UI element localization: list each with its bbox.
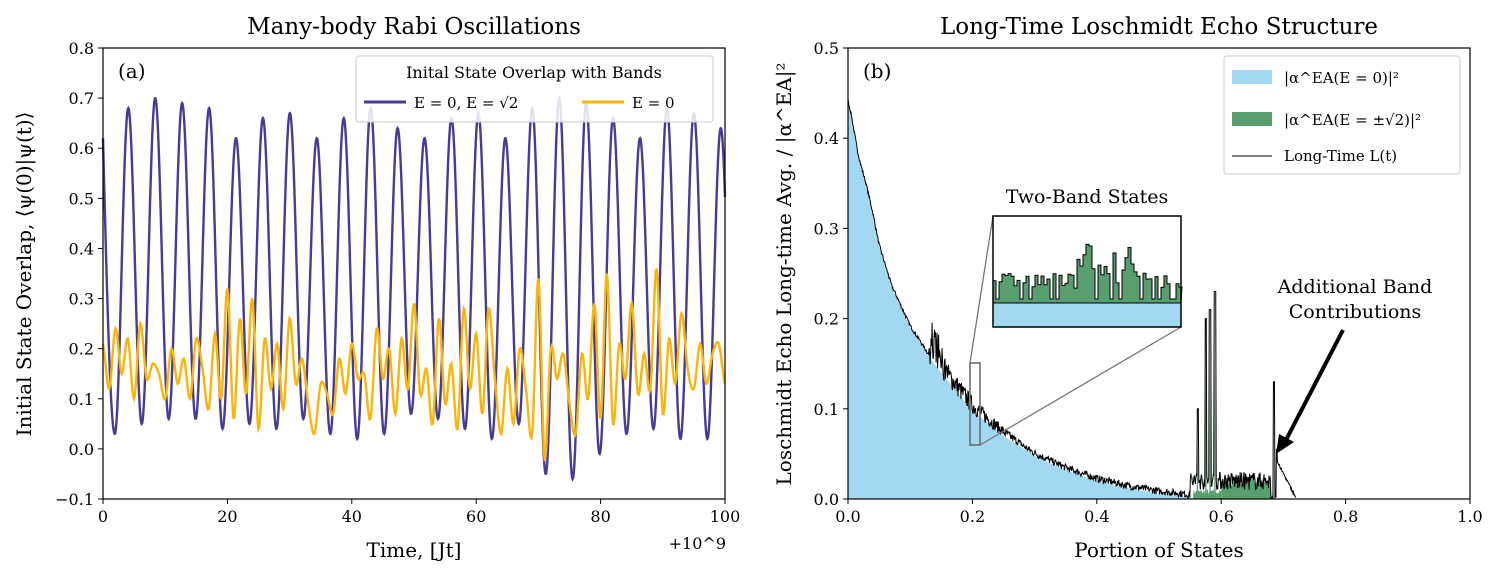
panel-b-plot-area (847, 100, 1297, 500)
blue-band-area (848, 102, 1197, 500)
legend-swatch-green-band (1232, 112, 1272, 126)
panel-b-frame (847, 47, 1471, 500)
panel-a-y-tick-label: 0.4 (69, 239, 94, 258)
inset-connector-top (969, 215, 994, 364)
panel-a-y-tick-label: 0.0 (69, 440, 94, 459)
panel-b-y-tick-label: 0.2 (814, 310, 839, 329)
panel-a-title: Many-body Rabi Oscillations (247, 14, 581, 40)
panel-a-legend-box (355, 55, 714, 123)
annotation-line-1: Additional Band (1277, 276, 1433, 298)
legend-entry-green-band: |α^EA(E = ±√2)|² (1284, 111, 1421, 129)
panel-b-x-tick-label: 0.2 (960, 507, 985, 526)
panel-b-legend-box (1223, 55, 1461, 175)
panel-a: Many-body Rabi Oscillations 0 20 40 60 80 100… (12, 14, 740, 562)
legend-entry-echo-line: Long-Time L(t) (1284, 147, 1397, 165)
inset-label: Two-Band States (1006, 186, 1168, 208)
panel-a-y-tick-label: 0.1 (69, 390, 94, 409)
panel-a-y-tick-label: −0.1 (55, 490, 94, 509)
panel-a-x-axis-label: Time, [Jt] (367, 538, 462, 562)
panel-a-label: (a) (118, 59, 146, 83)
panel-a-y-tick-label: 0.3 (69, 290, 94, 309)
panel-a-x-tick-label: 60 (466, 507, 486, 526)
panel-b-x-tick-label: 0.4 (1084, 507, 1109, 526)
inset-source-box (969, 362, 981, 446)
legend-entry-blue-band: |α^EA(E = 0)|² (1284, 69, 1399, 87)
panel-b-y-tick-label: 0.0 (814, 490, 839, 509)
inset-connector-bottom (979, 326, 1182, 446)
panel-b-x-tick-label: 0.6 (1208, 507, 1233, 526)
annotation-arrow-shaft (1284, 329, 1345, 441)
panel-b-y-tick-label: 0.4 (814, 129, 839, 148)
panel-a-y-ticks: −0.1 0.0 0.1 0.2 0.3 0.4 0.5 0.6 0.7 0.8 (55, 39, 103, 509)
annotation-line-2: Contributions (1289, 301, 1422, 323)
inset-blue-band (993, 303, 1181, 327)
panel-a-y-tick-label: 0.5 (69, 189, 94, 208)
panel-a-y-tick-label: 0.8 (69, 39, 94, 58)
annotation-arrow-head (1276, 434, 1294, 454)
panel-a-x-tick-label: 80 (590, 507, 610, 526)
panel-a-legend-title: Inital State Overlap with Bands (406, 63, 662, 82)
panel-b-label: (b) (863, 59, 891, 83)
panel-b-x-tick-label: 0.0 (835, 507, 860, 526)
panel-a-x-tick-label: 0 (98, 507, 108, 526)
panel-a-frame (102, 47, 726, 500)
panel-b-x-tick-label: 1.0 (1457, 507, 1482, 526)
inset-green-band (992, 243, 1183, 304)
series-line-purple (101, 95, 727, 482)
panel-b-legend: |α^EA(E = 0)|² |α^EA(E = ±√2)|² Long-Tim… (1223, 55, 1461, 175)
panel-b-x-axis-label: Portion of States (1074, 538, 1244, 562)
panel-b-y-tick-label: 0.1 (814, 400, 839, 419)
panel-b-title: Long-Time Loschmidt Echo Structure (940, 14, 1378, 40)
panel-a-x-tick-label: 40 (342, 507, 362, 526)
echo-long-time-line (847, 100, 1297, 500)
panel-a-plot-area (101, 95, 727, 482)
panel-b-y-tick-label: 0.5 (814, 39, 839, 58)
panel-a-y-axis-label: Initial State Overlap, ⟨ψ(0)|ψ(t)⟩ (12, 112, 37, 437)
panel-a-y-tick-label: 0.7 (69, 89, 94, 108)
inset-plot (992, 243, 1183, 327)
panel-a-legend: Inital State Overlap with Bands E = 0, E… (355, 55, 714, 123)
panel-b: Long-Time Loschmidt Echo Structure 0.0 0.… (772, 14, 1483, 562)
panel-a-x-ticks: 0 20 40 60 80 100 (98, 499, 740, 526)
panel-b-y-axis-label: Loschmidt Echo Long-time Avg. / |α^EA|² (772, 62, 797, 485)
panel-b-y-ticks: 0.0 0.1 0.2 0.3 0.4 0.5 (814, 39, 848, 509)
panel-b-x-ticks: 0.0 0.2 0.4 0.6 0.8 1.0 (835, 499, 1483, 526)
legend-entry-series-0: E = 0, E = √2 (414, 94, 518, 112)
panel-a-y-tick-label: 0.6 (69, 139, 94, 158)
panel-b-y-tick-label: 0.3 (814, 219, 839, 238)
inset-frame (992, 215, 1182, 328)
panel-b-x-tick-label: 0.8 (1333, 507, 1358, 526)
panel-a-y-tick-label: 0.2 (69, 340, 94, 359)
legend-entry-series-1: E = 0 (632, 94, 675, 112)
panel-a-x-offset-label: +10^9 (669, 534, 726, 553)
additional-band-annotation: Additional Band Contributions (1276, 276, 1432, 454)
panel-a-x-tick-label: 20 (217, 507, 237, 526)
two-band-inset: Two-Band States (969, 186, 1183, 446)
series-line-orange (101, 268, 727, 462)
legend-swatch-blue-band (1232, 70, 1272, 84)
panel-a-x-tick-label: 100 (710, 507, 741, 526)
